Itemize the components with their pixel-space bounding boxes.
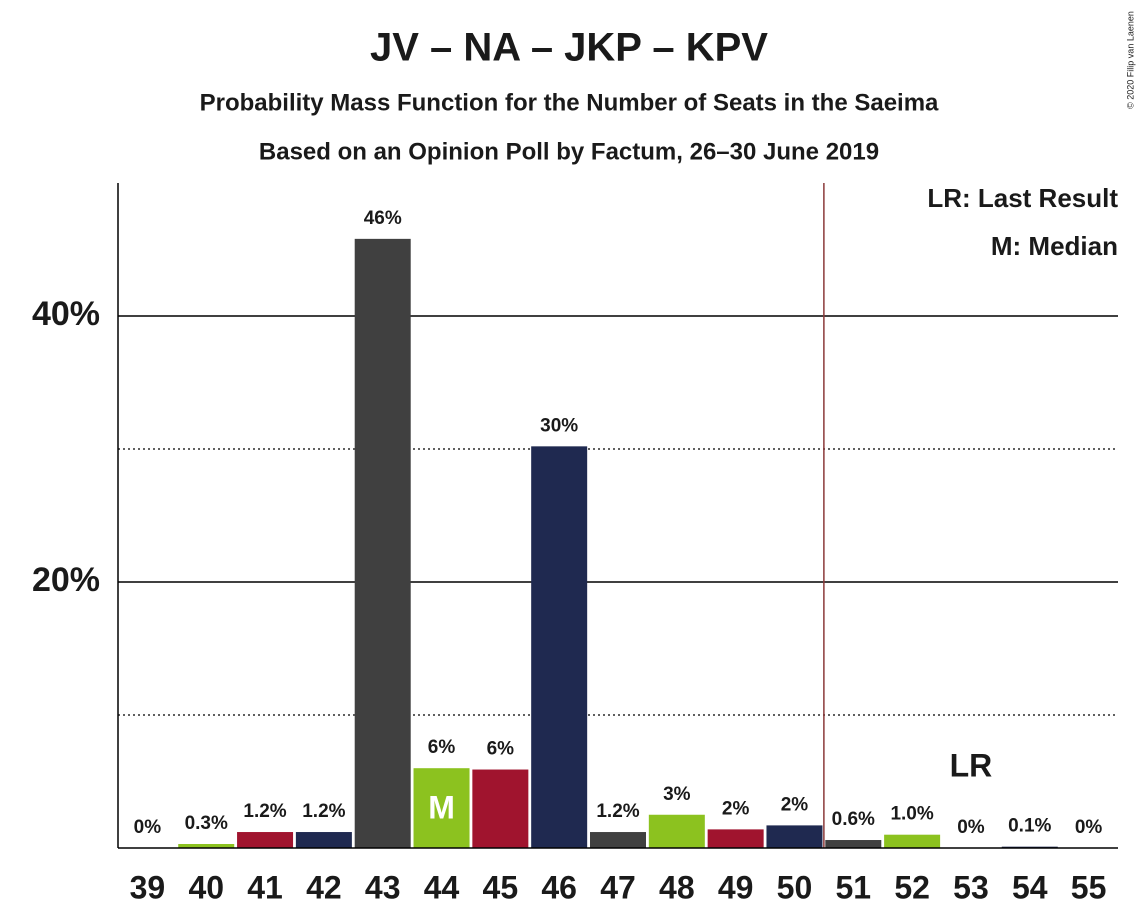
value-label: 6% [487,739,515,760]
bar [590,832,646,848]
value-label: 30% [540,415,578,436]
x-tick-label: 50 [777,869,813,905]
value-label: 1.2% [596,801,639,822]
bar [648,814,705,848]
last-result-marker: LR [950,747,993,783]
value-label: 1.0% [890,804,933,825]
chart-subtitle: Based on an Opinion Poll by Factum, 26–3… [259,138,879,165]
bar [825,840,882,848]
x-tick-label: 45 [483,869,519,905]
legend-entry: M: Median [991,231,1118,261]
value-label: 2% [781,794,809,815]
bar [707,829,764,848]
value-label: 6% [428,737,456,758]
x-tick-label: 42 [306,869,342,905]
bar [531,446,588,848]
bar [295,832,352,848]
bar [884,834,941,848]
value-label: 0% [1075,817,1103,838]
bar [413,768,470,848]
x-tick-label: 54 [1012,869,1048,905]
bar [178,844,235,848]
median-marker: M [428,790,455,826]
copyright: © 2020 Filip van Laenen [1125,11,1135,109]
x-tick-label: 44 [424,869,460,905]
value-label: 0.6% [832,809,875,830]
value-label: 0% [957,817,985,838]
bar [472,769,529,848]
chart-title: JV – NA – JKP – KPV [370,26,768,70]
chart-subtitle: Probability Mass Function for the Number… [200,89,939,116]
value-label: 3% [663,784,691,805]
x-tick-label: 39 [130,869,166,905]
value-label: 1.2% [243,801,286,822]
x-tick-label: 43 [365,869,401,905]
y-tick-label: 20% [32,561,100,599]
value-label: 2% [722,798,750,819]
legend-entry: LR: Last Result [927,183,1118,213]
x-tick-label: 47 [600,869,636,905]
x-tick-label: 41 [247,869,283,905]
x-tick-label: 46 [541,869,577,905]
bar [237,832,294,848]
value-label: 46% [364,208,402,229]
x-tick-label: 48 [659,869,695,905]
value-label: 0% [134,817,162,838]
bar [766,825,823,848]
x-tick-label: 55 [1071,869,1107,905]
value-label: 0.3% [185,813,228,834]
value-label: 1.2% [302,801,345,822]
x-tick-label: 51 [835,869,871,905]
value-label: 0.1% [1008,816,1051,837]
x-tick-label: 49 [718,869,754,905]
x-tick-label: 52 [894,869,930,905]
y-tick-label: 40% [32,295,100,333]
bar [354,238,411,849]
x-tick-label: 40 [188,869,224,905]
x-tick-label: 53 [953,869,989,905]
